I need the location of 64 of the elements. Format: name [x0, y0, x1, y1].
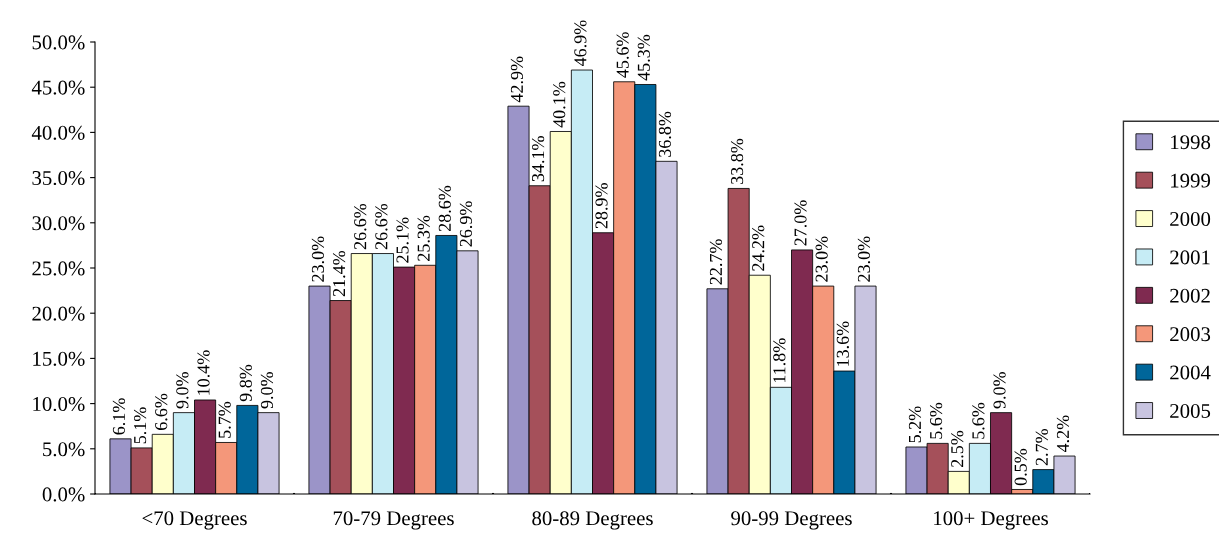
legend-label: 1998	[1171, 135, 1211, 150]
data-label: 36.8%	[658, 111, 672, 157]
data-label: 24.2%	[752, 225, 765, 271]
x-tick-label: <70 Degrees	[142, 511, 247, 530]
data-label: 45.6%	[616, 32, 629, 78]
data-label: 22.7%	[709, 239, 723, 285]
data-label: 28.6%	[438, 185, 451, 232]
y-tick-label: 25.0%	[32, 261, 85, 276]
data-label: 2.5%	[951, 430, 964, 467]
legend-label: 2002	[1170, 288, 1210, 303]
x-tick-label: 90-99 Degrees	[731, 511, 852, 530]
data-label: 23.0%	[311, 236, 325, 282]
data-label: 21.4%	[332, 250, 346, 297]
data-label: 11.8%	[773, 338, 786, 383]
y-tick-label: 10.0%	[33, 396, 85, 412]
data-label: 9.8%	[239, 364, 252, 402]
data-label: 9.0%	[993, 372, 1006, 409]
legend-label: 1999	[1171, 173, 1211, 188]
data-label: 5.6%	[929, 402, 943, 439]
legend-label: 2000	[1170, 211, 1211, 226]
data-label: 2.7%	[1035, 428, 1048, 466]
data-label: 27.0%	[794, 200, 807, 246]
y-tick-label: 5.0%	[43, 442, 85, 457]
data-label: 45.3%	[637, 34, 650, 81]
data-label: 4.2%	[1056, 415, 1070, 453]
y-tick-label: 45.0%	[31, 80, 85, 95]
data-label: 23.0%	[857, 236, 871, 282]
data-label: 10.4%	[197, 350, 210, 395]
data-label: 5.1%	[133, 407, 147, 444]
data-label: 46.9%	[574, 20, 587, 67]
data-label: 34.1%	[531, 136, 545, 182]
data-label: 25.3%	[417, 215, 430, 261]
data-label: 9.0%	[260, 372, 274, 409]
data-label: 26.6%	[375, 203, 388, 250]
data-label: 5.7%	[218, 401, 231, 438]
data-label: 26.6%	[354, 203, 367, 250]
data-label: 33.8%	[730, 138, 744, 184]
x-tick-label: 100+ Degrees	[934, 511, 1048, 530]
y-tick-label: 30.0%	[32, 216, 85, 231]
data-label: 5.6%	[972, 402, 985, 439]
legend-label: 2004	[1170, 365, 1211, 380]
data-label: 26.9%	[459, 201, 473, 247]
data-label: 0.5%	[1014, 448, 1027, 486]
data-label: 23.0%	[815, 236, 828, 282]
y-tick-label: 15.0%	[33, 351, 85, 366]
data-label: 42.9%	[510, 56, 524, 103]
data-label: 9.0%	[176, 372, 189, 409]
x-tick-label: 80-89 Degrees	[532, 511, 653, 530]
y-tick-label: 0.0%	[42, 487, 85, 502]
legend-label: 2001	[1170, 250, 1210, 265]
legend-label: 2003	[1170, 327, 1211, 342]
data-label: 28.9%	[595, 183, 608, 229]
y-tick-label: 20.0%	[32, 306, 85, 321]
data-label: 6.1%	[112, 398, 126, 435]
data-label: 13.6%	[836, 321, 849, 366]
y-tick-label: 40.0%	[31, 125, 85, 140]
y-tick-label: 50.0%	[32, 35, 85, 50]
data-label: 40.1%	[553, 81, 566, 128]
x-tick-label: 70-79 Degrees	[333, 511, 454, 530]
data-label: 25.1%	[396, 217, 409, 263]
y-tick-label: 35.0%	[32, 170, 85, 186]
legend-label: 2005	[1170, 403, 1211, 418]
data-label: 5.2%	[908, 406, 922, 443]
data-label: 6.6%	[155, 393, 168, 430]
